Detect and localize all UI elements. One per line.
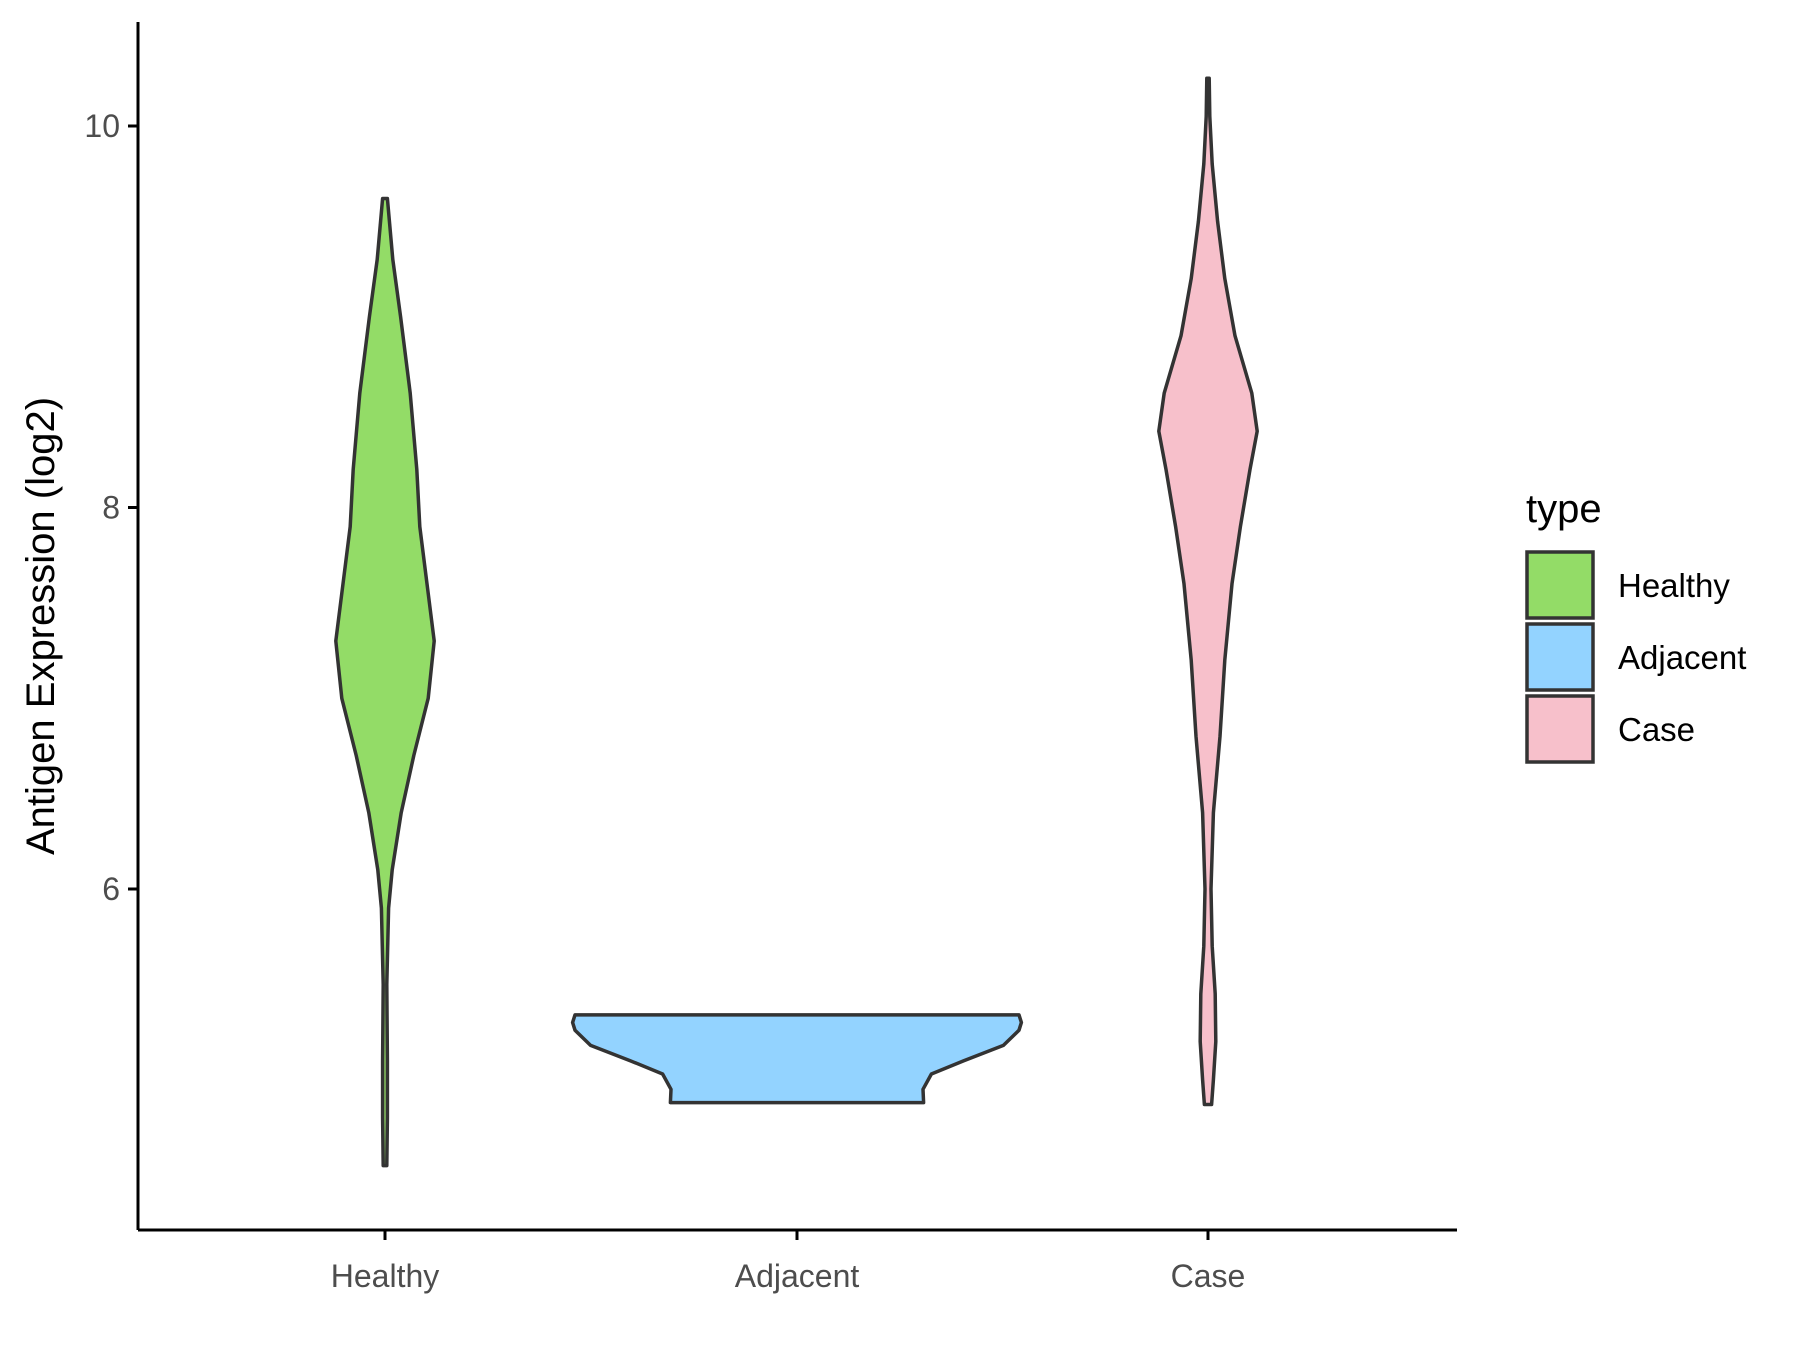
violin-layer xyxy=(334,76,1259,1168)
y-tick-label: 8 xyxy=(102,490,120,526)
legend-title: type xyxy=(1526,487,1602,531)
legend-key-adjacent xyxy=(1525,622,1595,692)
y-tick-label: 10 xyxy=(84,108,120,144)
legend-label-adjacent: Adjacent xyxy=(1618,639,1746,676)
legend-key-healthy xyxy=(1525,550,1595,620)
legend-label-case: Case xyxy=(1618,711,1695,748)
violin-case xyxy=(1157,76,1259,1107)
y-tick-label: 6 xyxy=(102,871,120,907)
legend-items: Healthy Adjacent Case xyxy=(1525,550,1746,764)
legend: type Healthy Adjacent Case xyxy=(1525,487,1746,764)
y-axis-title: Antigen Expression (log2) xyxy=(19,397,63,855)
legend-label-healthy: Healthy xyxy=(1618,567,1730,604)
x-tick-label: Case xyxy=(1171,1258,1246,1294)
x-tick-label: Healthy xyxy=(331,1258,440,1294)
x-tick-label: Adjacent xyxy=(735,1258,860,1294)
x-ticks: Healthy Adjacent Case xyxy=(331,1230,1246,1294)
legend-key-case xyxy=(1525,694,1595,764)
violin-adjacent xyxy=(570,1013,1024,1105)
y-ticks: 6 8 10 xyxy=(84,108,138,907)
axes: 6 8 10 Healthy Adjacent Case xyxy=(84,22,1457,1294)
violin-healthy xyxy=(334,196,436,1168)
